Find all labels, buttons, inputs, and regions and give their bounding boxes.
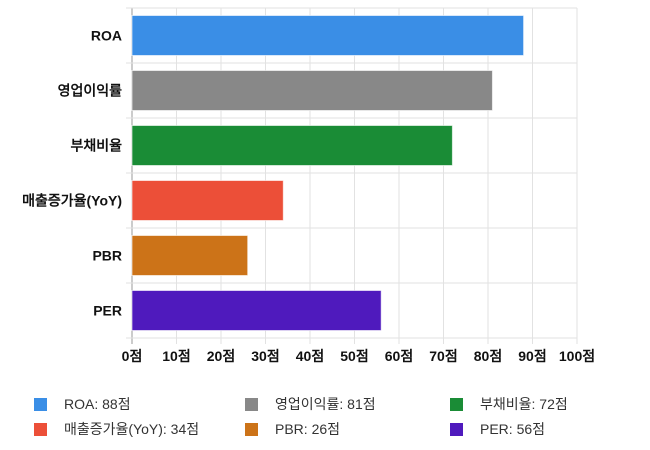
legend-item[interactable]: ROA: 88점 (34, 394, 131, 414)
legend-item[interactable]: PBR: 26점 (245, 419, 340, 439)
x-tick-label: 40점 (296, 348, 324, 364)
y-tick-label: ROA (91, 28, 122, 44)
bar-5 (131, 290, 382, 331)
y-tick-label: PBR (92, 248, 122, 264)
legend-swatch (245, 397, 258, 411)
bar-3 (131, 180, 284, 221)
legend-label: 영업이익률: 81점 (275, 396, 376, 412)
legend-swatch (34, 422, 47, 436)
x-tick-label: 30점 (251, 348, 279, 364)
x-tick-label: 90점 (518, 348, 546, 364)
legend-swatch (245, 422, 258, 436)
x-tick-label: 80점 (474, 348, 502, 364)
x-tick-label: 20점 (207, 348, 235, 364)
legend-swatch (450, 422, 463, 436)
y-tick-label: 영업이익률 (58, 83, 123, 99)
legend-item[interactable]: 영업이익률: 81점 (245, 394, 376, 414)
legend-label: 부채비율: 72점 (480, 396, 568, 412)
legend-item[interactable]: 매출증가율(YoY): 34점 (34, 419, 199, 439)
y-tick-label: 부채비율 (70, 138, 122, 154)
legend-label: ROA: 88점 (64, 396, 131, 412)
bar-2 (131, 125, 453, 166)
x-tick-label: 10점 (162, 348, 190, 364)
x-tick-label: 50점 (340, 348, 368, 364)
legend-item[interactable]: PER: 56점 (450, 419, 545, 439)
legend-swatch (450, 397, 463, 411)
legend-item[interactable]: 부채비율: 72점 (450, 394, 568, 414)
bar-4 (131, 235, 249, 276)
x-tick-label: 70점 (429, 348, 457, 364)
y-tick-label: 매출증가율(YoY) (22, 193, 122, 209)
x-tick-label: 0점 (122, 348, 143, 364)
legend-label: PER: 56점 (480, 421, 546, 437)
bar-1 (131, 70, 493, 111)
x-tick-label: 60점 (385, 348, 413, 364)
legend-label: PBR: 26점 (275, 421, 341, 437)
legend-label: 매출증가율(YoY): 34점 (64, 421, 200, 437)
bar-chart: 0점 10점 20점 30점 40점 50점 60점 70점 80점 90점 100점 ROA 영업이익… (22, 7, 595, 364)
legend-swatch (34, 397, 47, 411)
y-tick-label: PER (93, 303, 122, 319)
bar-0 (131, 15, 525, 56)
x-tick-label: 100점 (559, 348, 595, 364)
